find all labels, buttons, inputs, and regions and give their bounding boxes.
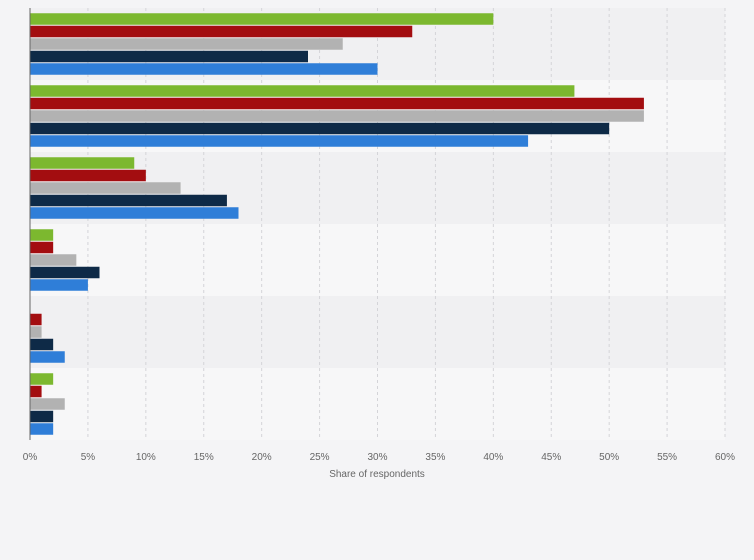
x-tick-label: 50% xyxy=(599,452,619,463)
x-tick-label: 20% xyxy=(252,452,272,463)
bar xyxy=(30,207,239,219)
bar xyxy=(30,373,54,385)
bar xyxy=(30,385,42,398)
x-tick-label: 5% xyxy=(81,452,96,463)
x-tick-label: 0% xyxy=(23,452,38,463)
x-tick-label: 55% xyxy=(657,452,677,463)
bar xyxy=(30,85,575,97)
bar xyxy=(30,135,529,147)
bars xyxy=(30,13,644,435)
bar xyxy=(30,194,227,207)
bar xyxy=(30,351,65,363)
bar xyxy=(30,338,54,351)
x-tick-label: 15% xyxy=(194,452,214,463)
bar xyxy=(30,398,65,410)
x-axis-title: Share of respondents xyxy=(329,469,425,480)
bar xyxy=(30,266,100,279)
x-tick-label: 35% xyxy=(425,452,445,463)
x-tick-labels: 0% 5% 10% 15% 20% 25% 30% 35% 40% 45% 50% 55% 60% xyxy=(23,452,735,463)
bar xyxy=(30,63,378,75)
bar xyxy=(30,97,644,110)
bar xyxy=(30,254,77,266)
bar xyxy=(30,423,54,435)
bar xyxy=(30,182,181,194)
bar xyxy=(30,229,54,241)
bar xyxy=(30,25,413,38)
bar xyxy=(30,38,343,50)
x-tick-label: 25% xyxy=(310,452,330,463)
x-tick-label: 30% xyxy=(367,452,387,463)
bar xyxy=(30,241,54,254)
gridlines xyxy=(87,8,726,440)
bar xyxy=(30,326,42,338)
x-tick-label: 60% xyxy=(715,452,735,463)
bar xyxy=(30,169,146,182)
bar xyxy=(30,110,644,122)
bar xyxy=(30,50,308,63)
bar xyxy=(30,122,610,135)
bar xyxy=(30,279,88,291)
bar xyxy=(30,313,42,326)
x-tick-label: 40% xyxy=(483,452,503,463)
bar xyxy=(30,157,135,169)
bar xyxy=(30,13,494,25)
x-tick-label: 10% xyxy=(136,452,156,463)
x-tick-label: 45% xyxy=(541,452,561,463)
bar xyxy=(30,410,54,423)
